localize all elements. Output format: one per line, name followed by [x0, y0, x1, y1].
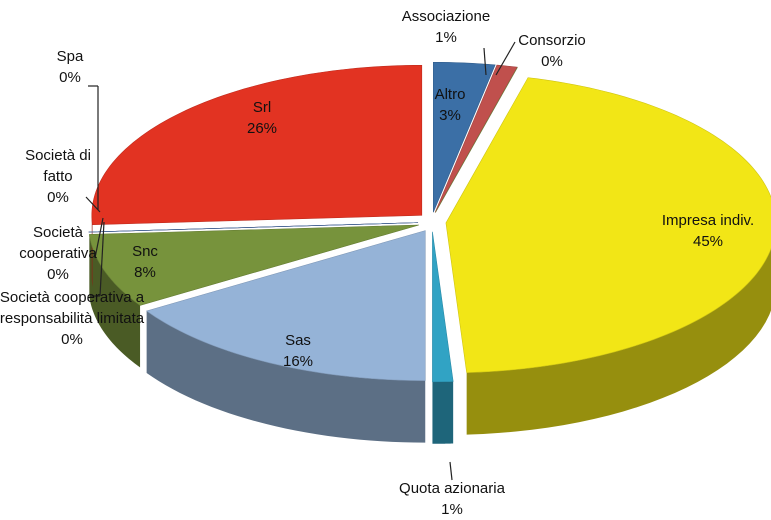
- category-name: Spa: [56, 48, 84, 65]
- category-name: Srl: [252, 99, 272, 116]
- leader-line: [495, 41, 516, 76]
- value-label: 26%: [246, 120, 278, 137]
- slice-label: Società di fatto 0%: [18, 145, 98, 208]
- slice: [145, 230, 426, 381]
- slice: [433, 61, 496, 213]
- slice-label: Impresa indiv. 45%: [643, 210, 771, 252]
- slice-label: Società cooperativa a responsabilità lim…: [0, 287, 147, 350]
- value-label: 1%: [441, 501, 463, 518]
- leader-line: [94, 217, 104, 259]
- category-name: Consorzio: [518, 32, 586, 49]
- slice: [434, 64, 518, 213]
- slice-label: Snc 8%: [115, 241, 175, 283]
- slice-side: [466, 248, 771, 435]
- value-label: 0%: [541, 53, 563, 70]
- slice-label: Altro 3%: [420, 84, 480, 126]
- slice-label: Consorzio 0%: [502, 30, 602, 72]
- slice-side: [432, 381, 454, 444]
- leader-line: [483, 47, 487, 76]
- slice: [435, 67, 518, 213]
- value-label: 8%: [134, 264, 156, 281]
- slice-side: [146, 310, 426, 443]
- value-label: 0%: [59, 69, 81, 86]
- slice: [88, 224, 419, 306]
- slice-label: Srl 26%: [232, 97, 292, 139]
- value-label: 0%: [47, 189, 69, 206]
- leader-lines: [85, 41, 516, 481]
- slice-side: [91, 215, 93, 287]
- category-name: Sas: [285, 332, 311, 349]
- slice-label: Quota azionaria 1%: [382, 478, 522, 520]
- leader-line: [99, 221, 105, 297]
- value-label: 45%: [692, 233, 724, 250]
- value-label: 16%: [282, 353, 314, 370]
- category-name: Quota azionaria: [399, 480, 505, 497]
- slice-label: Associazione 1%: [391, 6, 501, 48]
- value-label: 1%: [435, 29, 457, 46]
- category-name: Società cooperativa a responsabilità lim…: [0, 289, 145, 327]
- slice: [445, 77, 771, 373]
- slice-label: Società cooperativa 0%: [2, 222, 114, 285]
- value-label: 0%: [61, 331, 83, 348]
- slice-tops: [88, 61, 771, 383]
- category-name: Snc: [132, 243, 158, 260]
- slice: [432, 231, 454, 383]
- leader-line: [449, 461, 453, 481]
- slice-label: Spa 0%: [45, 46, 95, 88]
- category-name: Associazione: [401, 8, 491, 25]
- leader-line: [85, 196, 101, 213]
- slice: [91, 64, 423, 226]
- value-label: 3%: [439, 107, 461, 124]
- category-name: Società cooperativa: [19, 224, 97, 262]
- category-name: Altro: [434, 86, 466, 103]
- category-name: Società di fatto: [25, 147, 91, 185]
- value-label: 0%: [47, 266, 69, 283]
- category-name: Impresa indiv.: [661, 212, 755, 229]
- slice-label: Sas 16%: [258, 330, 338, 372]
